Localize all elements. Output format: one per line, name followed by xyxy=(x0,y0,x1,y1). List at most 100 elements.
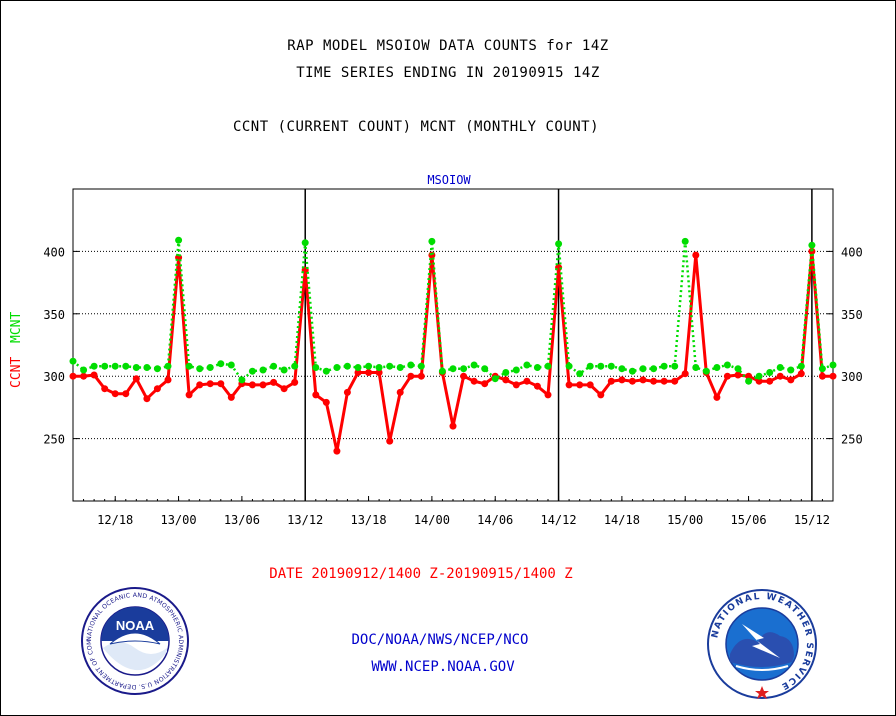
point-ccnt-72 xyxy=(829,372,837,380)
point-mcnt-4 xyxy=(111,362,119,370)
chart-header-line-2: TIME SERIES ENDING IN 20190915 14Z xyxy=(296,65,600,81)
point-mcnt-71 xyxy=(818,365,826,373)
y-axis-label-ccnt: CCNT xyxy=(9,357,24,388)
org-label: DOC/NOAA/NWS/NCEP/NCO xyxy=(351,632,529,648)
point-ccnt-20 xyxy=(280,385,288,393)
point-ccnt-48 xyxy=(576,381,584,389)
point-ccnt-45 xyxy=(544,391,552,399)
point-mcnt-61 xyxy=(713,364,721,371)
chart-title: MSOIOW xyxy=(427,173,471,187)
point-mcnt-45 xyxy=(544,362,552,370)
point-ccnt-21 xyxy=(291,378,299,386)
point-mcnt-20 xyxy=(280,366,288,374)
point-ccnt-49 xyxy=(586,381,594,389)
point-ccnt-68 xyxy=(787,376,795,384)
point-mcnt-58 xyxy=(681,237,689,245)
x-tick-label-9: 15/00 xyxy=(667,513,703,527)
point-ccnt-54 xyxy=(639,376,647,384)
point-mcnt-65 xyxy=(755,372,763,380)
point-ccnt-44 xyxy=(533,382,541,390)
point-mcnt-37 xyxy=(460,365,468,373)
point-mcnt-38 xyxy=(470,361,478,369)
point-ccnt-42 xyxy=(512,381,520,389)
point-ccnt-28 xyxy=(365,369,373,376)
point-ccnt-18 xyxy=(259,381,267,389)
noaa-logo-label: NOAA xyxy=(116,618,155,633)
website-link[interactable]: WWW.NCEP.NOAA.GOV xyxy=(371,659,515,675)
point-ccnt-65 xyxy=(755,377,763,385)
point-ccnt-58 xyxy=(681,370,689,378)
point-ccnt-41 xyxy=(502,376,510,384)
point-mcnt-63 xyxy=(734,365,742,373)
time-series-chart: 250 250 300 300 350 350 400 400 12/18 13/00 13/06 1… xyxy=(9,173,863,527)
point-mcnt-54 xyxy=(639,365,647,373)
point-ccnt-69 xyxy=(797,370,805,378)
point-mcnt-64 xyxy=(745,377,753,385)
point-ccnt-43 xyxy=(523,377,531,385)
point-ccnt-2 xyxy=(90,371,98,379)
point-mcnt-23 xyxy=(312,364,320,371)
point-mcnt-41 xyxy=(502,369,510,376)
point-mcnt-0 xyxy=(69,357,77,365)
point-mcnt-25 xyxy=(333,364,341,371)
y-tick-label-left-350: 350 xyxy=(43,308,65,322)
point-mcnt-5 xyxy=(122,362,130,370)
point-mcnt-43 xyxy=(523,361,531,369)
point-mcnt-2 xyxy=(90,362,98,370)
point-ccnt-26 xyxy=(343,388,351,396)
point-ccnt-38 xyxy=(470,377,478,385)
point-mcnt-34 xyxy=(428,237,436,245)
point-ccnt-13 xyxy=(206,380,214,388)
point-ccnt-66 xyxy=(766,377,774,385)
point-ccnt-5 xyxy=(122,390,130,398)
point-ccnt-31 xyxy=(396,388,404,396)
point-mcnt-48 xyxy=(576,370,584,378)
point-ccnt-52 xyxy=(618,376,626,384)
point-ccnt-67 xyxy=(776,372,784,380)
point-ccnt-0 xyxy=(69,372,77,380)
point-mcnt-35 xyxy=(438,367,446,375)
point-ccnt-55 xyxy=(650,377,658,385)
point-ccnt-30 xyxy=(386,437,394,445)
point-ccnt-63 xyxy=(734,371,742,379)
point-ccnt-47 xyxy=(565,381,573,389)
point-mcnt-50 xyxy=(597,362,605,370)
x-tick-label-2: 13/06 xyxy=(224,513,260,527)
noaa-logo: NATIONAL OCEANIC AND ATMOSPHERIC ADMINIS… xyxy=(80,586,189,695)
x-tick-label-1: 13/00 xyxy=(160,513,196,527)
point-mcnt-21 xyxy=(291,362,299,370)
x-tick-label-0: 12/18 xyxy=(97,513,133,527)
point-mcnt-3 xyxy=(101,362,109,370)
y-tick-label-right-400: 400 xyxy=(841,245,863,259)
chart-header-line-1: RAP MODEL MSOIOW DATA COUNTS for 14Z xyxy=(287,38,609,54)
point-ccnt-1 xyxy=(80,372,88,380)
point-ccnt-6 xyxy=(132,375,140,383)
x-tick-label-5: 14/00 xyxy=(414,513,450,527)
point-ccnt-9 xyxy=(164,376,172,384)
point-ccnt-59 xyxy=(692,251,700,259)
point-ccnt-39 xyxy=(481,380,489,388)
point-mcnt-7 xyxy=(143,364,151,371)
point-mcnt-29 xyxy=(375,364,383,371)
series-layer xyxy=(69,236,837,455)
point-ccnt-50 xyxy=(597,391,605,399)
point-ccnt-24 xyxy=(322,398,330,406)
point-ccnt-29 xyxy=(375,369,383,376)
point-ccnt-36 xyxy=(449,422,457,430)
point-ccnt-37 xyxy=(460,372,468,380)
nws-logo: NATIONAL WEATHER SERVICE xyxy=(707,589,817,699)
point-mcnt-27 xyxy=(354,364,362,371)
point-mcnt-49 xyxy=(586,362,594,370)
point-ccnt-19 xyxy=(270,378,278,386)
point-ccnt-32 xyxy=(407,372,415,380)
point-ccnt-25 xyxy=(333,447,341,455)
point-ccnt-17 xyxy=(248,381,256,389)
point-mcnt-13 xyxy=(206,364,214,371)
point-mcnt-6 xyxy=(132,364,140,371)
point-mcnt-56 xyxy=(660,362,668,370)
point-mcnt-51 xyxy=(607,362,615,370)
point-ccnt-15 xyxy=(227,393,235,401)
point-mcnt-40 xyxy=(491,375,499,383)
point-ccnt-64 xyxy=(745,372,753,380)
point-ccnt-57 xyxy=(671,377,679,385)
